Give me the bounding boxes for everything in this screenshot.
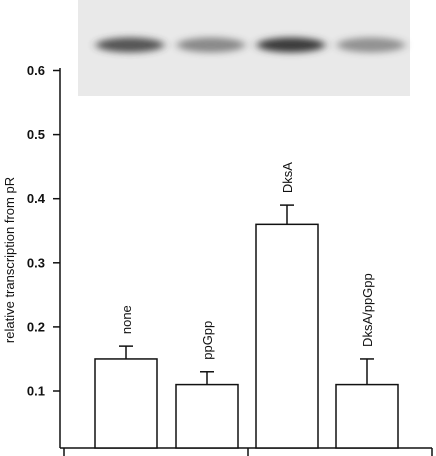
gel-band	[337, 37, 405, 53]
bar-label: DksA	[280, 162, 295, 193]
y-tick-label: 0.4	[27, 191, 46, 206]
y-tick-label: 0.3	[27, 255, 45, 270]
gel-band	[257, 37, 325, 53]
y-tick-label: 0.1	[27, 384, 45, 399]
x-axis	[60, 447, 433, 456]
y-tick-label: 0.2	[27, 319, 45, 334]
y-axis-title: relative transcription from pR	[2, 177, 17, 343]
bar-labels: none ppGpp DksA DksA/ppGpp	[119, 162, 375, 360]
bars	[94, 204, 399, 449]
bar-dksa-ppgpp	[335, 383, 399, 449]
gel-band	[177, 37, 245, 53]
bar-label: ppGpp	[200, 321, 215, 360]
gel-bands	[96, 37, 405, 53]
bar-label: DksA/ppGpp	[360, 273, 375, 347]
gel-band	[96, 37, 164, 53]
bar-dksa	[255, 223, 319, 449]
y-axis: 0.1 0.2 0.3 0.4 0.5 0.6	[27, 63, 61, 448]
bar-none	[94, 358, 158, 449]
bar-label: none	[119, 305, 134, 334]
gel-image	[78, 0, 410, 96]
y-tick-label: 0.5	[27, 127, 45, 142]
bar-ppgpp	[175, 383, 239, 449]
y-tick-label: 0.6	[27, 63, 45, 78]
